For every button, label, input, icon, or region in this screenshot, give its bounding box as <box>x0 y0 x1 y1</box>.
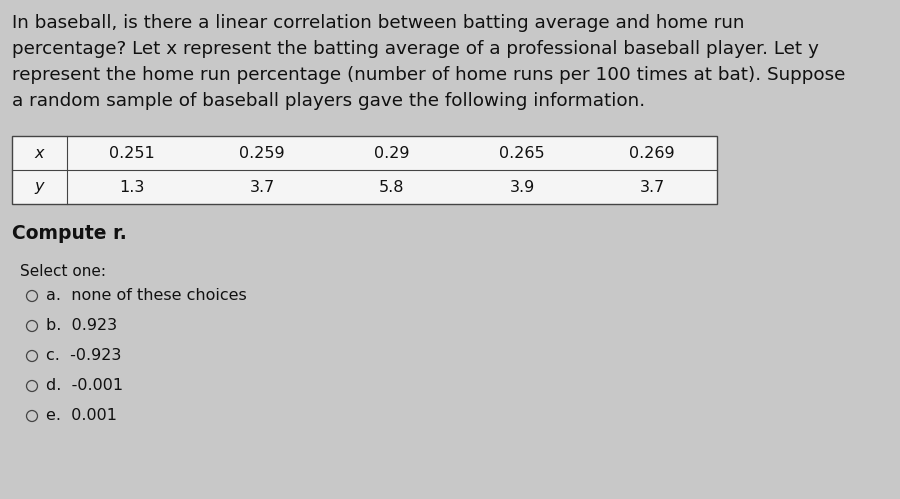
Text: 0.29: 0.29 <box>374 146 410 161</box>
Text: c.  -0.923: c. -0.923 <box>46 348 122 363</box>
Text: e.  0.001: e. 0.001 <box>46 409 117 424</box>
Text: 3.7: 3.7 <box>249 180 274 195</box>
Text: d.  -0.001: d. -0.001 <box>46 379 123 394</box>
Text: 1.3: 1.3 <box>120 180 145 195</box>
Text: a random sample of baseball players gave the following information.: a random sample of baseball players gave… <box>12 92 645 110</box>
Text: Select one:: Select one: <box>20 264 106 279</box>
Text: 0.265: 0.265 <box>500 146 544 161</box>
Text: 5.8: 5.8 <box>379 180 405 195</box>
Text: Compute r.: Compute r. <box>12 224 127 243</box>
FancyBboxPatch shape <box>12 136 717 204</box>
Text: 3.7: 3.7 <box>639 180 664 195</box>
Text: b.  0.923: b. 0.923 <box>46 318 117 333</box>
Text: percentage? Let x represent the batting average of a professional baseball playe: percentage? Let x represent the batting … <box>12 40 819 58</box>
Text: y: y <box>35 180 44 195</box>
Text: represent the home run percentage (number of home runs per 100 times at bat). Su: represent the home run percentage (numbe… <box>12 66 845 84</box>
Text: In baseball, is there a linear correlation between batting average and home run: In baseball, is there a linear correlati… <box>12 14 744 32</box>
Text: 0.251: 0.251 <box>109 146 155 161</box>
Text: a.  none of these choices: a. none of these choices <box>46 288 247 303</box>
Text: x: x <box>35 146 44 161</box>
Text: 0.269: 0.269 <box>629 146 675 161</box>
Text: 3.9: 3.9 <box>509 180 535 195</box>
Text: 0.259: 0.259 <box>239 146 284 161</box>
